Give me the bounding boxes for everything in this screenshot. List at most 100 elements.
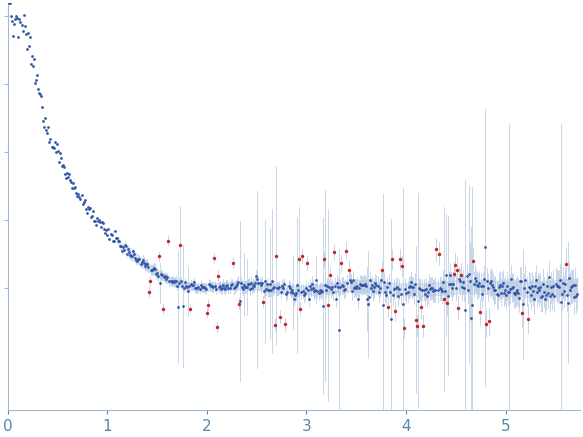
Point bbox=[298, 288, 308, 295]
Point bbox=[355, 281, 364, 288]
Point bbox=[570, 294, 579, 301]
Point bbox=[310, 288, 319, 295]
Point bbox=[172, 282, 181, 289]
Point bbox=[180, 279, 189, 286]
Point bbox=[458, 284, 467, 291]
Point bbox=[150, 266, 160, 273]
Point bbox=[350, 284, 359, 291]
Point bbox=[394, 293, 403, 300]
Point bbox=[175, 242, 184, 249]
Point bbox=[244, 281, 253, 288]
Point bbox=[178, 303, 188, 310]
Point bbox=[433, 287, 442, 294]
Point bbox=[472, 281, 482, 288]
Point bbox=[521, 277, 530, 284]
Point bbox=[78, 200, 87, 207]
Point bbox=[253, 276, 262, 283]
Point bbox=[543, 290, 553, 297]
Point bbox=[480, 244, 490, 251]
Point bbox=[371, 280, 380, 287]
Point bbox=[449, 270, 459, 277]
Point bbox=[374, 288, 383, 295]
Point bbox=[557, 290, 566, 297]
Point bbox=[215, 284, 224, 291]
Point bbox=[573, 290, 582, 297]
Point bbox=[510, 289, 519, 296]
Point bbox=[272, 285, 282, 292]
Point bbox=[284, 283, 293, 290]
Point bbox=[466, 315, 475, 322]
Point bbox=[320, 282, 329, 289]
Point bbox=[451, 261, 460, 268]
Point bbox=[276, 288, 286, 295]
Point bbox=[439, 296, 448, 303]
Point bbox=[15, 15, 24, 22]
Point bbox=[294, 255, 304, 262]
Point bbox=[223, 281, 232, 288]
Point bbox=[164, 237, 173, 244]
Point bbox=[351, 284, 360, 291]
Point bbox=[531, 276, 540, 283]
Point bbox=[267, 277, 276, 284]
Point bbox=[368, 282, 377, 289]
Point bbox=[165, 277, 174, 284]
Point bbox=[556, 298, 566, 305]
Point bbox=[415, 284, 424, 291]
Point bbox=[227, 281, 236, 288]
Point bbox=[438, 278, 447, 285]
Point bbox=[268, 285, 278, 292]
Point bbox=[387, 316, 396, 323]
Point bbox=[463, 287, 472, 294]
Point bbox=[430, 287, 439, 294]
Point bbox=[345, 277, 354, 284]
Point bbox=[50, 138, 59, 145]
Point bbox=[512, 287, 522, 294]
Point bbox=[325, 272, 335, 279]
Point bbox=[489, 283, 498, 290]
Point bbox=[71, 183, 80, 190]
Point bbox=[558, 279, 567, 286]
Point bbox=[423, 289, 433, 296]
Point bbox=[43, 130, 52, 137]
Point bbox=[378, 301, 387, 308]
Point bbox=[73, 192, 82, 199]
Point bbox=[568, 281, 578, 288]
Point bbox=[348, 276, 357, 283]
Point bbox=[508, 284, 518, 291]
Point bbox=[375, 284, 384, 291]
Point bbox=[208, 283, 217, 290]
Point bbox=[492, 291, 501, 298]
Point bbox=[402, 290, 411, 297]
Point bbox=[271, 321, 280, 328]
Point bbox=[225, 284, 234, 291]
Point bbox=[293, 286, 303, 293]
Point bbox=[319, 256, 328, 263]
Point bbox=[411, 316, 420, 323]
Point bbox=[10, 15, 20, 22]
Point bbox=[552, 282, 561, 289]
Point bbox=[92, 221, 101, 228]
Point bbox=[9, 32, 18, 39]
Point bbox=[419, 286, 429, 293]
Point bbox=[401, 286, 410, 293]
Point bbox=[188, 281, 197, 288]
Point bbox=[262, 281, 272, 288]
Point bbox=[522, 288, 531, 295]
Point bbox=[152, 271, 161, 278]
Point bbox=[343, 280, 352, 287]
Point bbox=[41, 127, 51, 134]
Point bbox=[184, 288, 193, 295]
Point bbox=[184, 283, 194, 290]
Point bbox=[285, 285, 294, 292]
Point bbox=[525, 284, 534, 291]
Point bbox=[182, 284, 192, 291]
Point bbox=[381, 291, 391, 298]
Point bbox=[497, 282, 507, 289]
Point bbox=[566, 286, 575, 293]
Point bbox=[203, 302, 212, 309]
Point bbox=[76, 196, 85, 203]
Point bbox=[301, 285, 311, 292]
Point bbox=[313, 287, 322, 294]
Point bbox=[85, 205, 94, 212]
Point bbox=[44, 123, 53, 130]
